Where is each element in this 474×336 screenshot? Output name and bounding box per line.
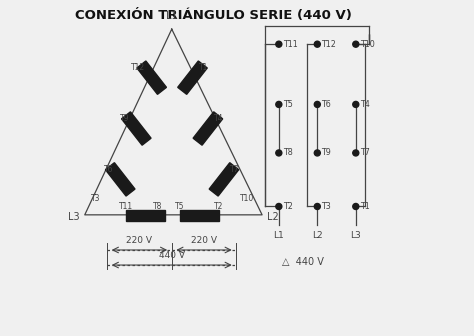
Text: T1: T1 xyxy=(199,63,208,72)
Text: 220 V: 220 V xyxy=(127,236,153,245)
Text: T5: T5 xyxy=(175,203,185,211)
Text: CONEXIÓN TRIÁNGULO SERIE (440 V): CONEXIÓN TRIÁNGULO SERIE (440 V) xyxy=(75,9,352,22)
Circle shape xyxy=(276,41,282,47)
Circle shape xyxy=(314,204,320,209)
Circle shape xyxy=(353,41,359,47)
Text: T9: T9 xyxy=(321,149,331,158)
Text: T10: T10 xyxy=(360,40,374,49)
Text: T5: T5 xyxy=(283,100,293,109)
Circle shape xyxy=(353,150,359,156)
Text: L2: L2 xyxy=(267,212,279,221)
Text: T8: T8 xyxy=(153,203,162,211)
Text: L1: L1 xyxy=(166,11,178,21)
Text: T12: T12 xyxy=(131,63,146,72)
Circle shape xyxy=(276,150,282,156)
Text: T12: T12 xyxy=(321,40,336,49)
Bar xyxy=(137,61,166,94)
Text: T7: T7 xyxy=(360,149,370,158)
Circle shape xyxy=(314,41,320,47)
Circle shape xyxy=(353,204,359,209)
Text: T8: T8 xyxy=(283,149,292,158)
Text: T7: T7 xyxy=(230,165,240,174)
Text: T11: T11 xyxy=(283,40,298,49)
Bar xyxy=(180,210,219,221)
Text: 220 V: 220 V xyxy=(191,236,217,245)
Text: 440 V: 440 V xyxy=(159,251,185,260)
Circle shape xyxy=(314,150,320,156)
Bar xyxy=(105,163,135,196)
Text: L1: L1 xyxy=(273,231,284,240)
Circle shape xyxy=(314,101,320,108)
Bar xyxy=(126,210,165,221)
Text: T3: T3 xyxy=(91,194,100,203)
Circle shape xyxy=(353,101,359,108)
Text: T11: T11 xyxy=(119,203,133,211)
Bar xyxy=(121,112,151,145)
Text: T9: T9 xyxy=(120,114,130,123)
Circle shape xyxy=(276,101,282,108)
Text: △  440 V: △ 440 V xyxy=(282,257,324,267)
Bar xyxy=(193,112,223,145)
Text: T4: T4 xyxy=(214,114,224,123)
Text: L3: L3 xyxy=(350,231,361,240)
Text: T2: T2 xyxy=(214,203,223,211)
Text: L3: L3 xyxy=(68,212,80,221)
Text: L2: L2 xyxy=(312,231,323,240)
Text: T2: T2 xyxy=(283,202,293,211)
Text: T1: T1 xyxy=(360,202,370,211)
Text: T10: T10 xyxy=(240,194,255,203)
Text: T3: T3 xyxy=(321,202,331,211)
Circle shape xyxy=(276,204,282,209)
Text: T6: T6 xyxy=(104,165,114,174)
Text: T4: T4 xyxy=(360,100,370,109)
Bar xyxy=(209,163,239,196)
Bar xyxy=(178,61,207,94)
Text: T6: T6 xyxy=(321,100,331,109)
